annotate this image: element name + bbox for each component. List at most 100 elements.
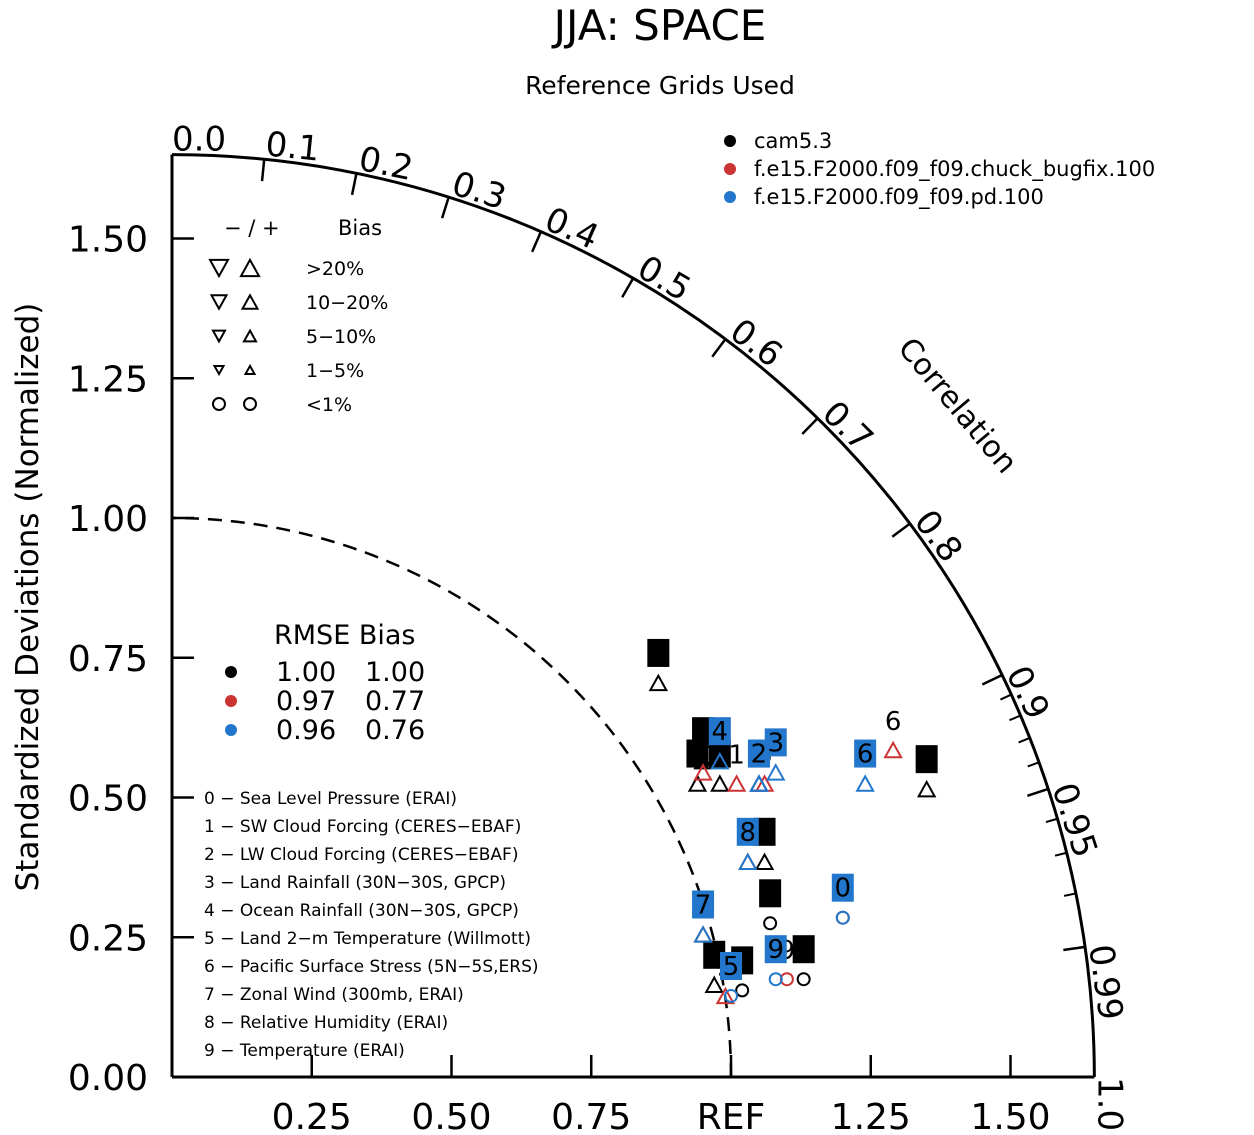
- variable-legend-item: 3 − Land Rainfall (30N−30S, GPCP): [204, 873, 506, 893]
- point-marker: [738, 852, 758, 871]
- corr-tick: [891, 522, 911, 538]
- bias-value: 0.76: [365, 715, 425, 746]
- bias-value: 1.00: [365, 657, 425, 688]
- point-label-box: [753, 817, 776, 846]
- point-label: 9: [767, 935, 784, 965]
- corr-tick: [260, 159, 266, 182]
- tick-layer: 0.000.250.500.751.001.251.500.25 0.50 0.75…: [68, 120, 1131, 1135]
- point-marker: [835, 910, 850, 925]
- bias-legend-label: <1%: [306, 394, 352, 416]
- point-label-box: [692, 717, 715, 746]
- bias-legend-header: − / +: [224, 216, 280, 240]
- corr-tick: [440, 196, 450, 219]
- y-axis-label: Standardized Deviations (Normalized): [10, 303, 46, 892]
- point-label: 7: [695, 890, 712, 920]
- bias-value: 0.77: [365, 686, 425, 717]
- variable-legend-item: 1 − SW Cloud Forcing (CERES−EBAF): [204, 817, 521, 837]
- point-label: 6: [918, 745, 935, 775]
- point-marker: [648, 673, 669, 692]
- bias-legend-title: Bias: [338, 216, 382, 240]
- point-label-box: [720, 951, 742, 980]
- point-label: 6: [885, 707, 902, 737]
- point-label-box: [831, 873, 854, 902]
- corr-tick-label: 1.0: [1089, 1077, 1129, 1131]
- bias-legend-label: >20%: [306, 258, 364, 280]
- point-label: 6: [857, 740, 874, 770]
- variable-legend-item: 5 − Land 2−m Temperature (Willmott): [204, 929, 531, 949]
- point-marker: [704, 975, 724, 993]
- bias-up-marker: [239, 257, 261, 278]
- point-label-box: [759, 879, 782, 908]
- y-tick-label: 1.50: [68, 220, 148, 261]
- point-label-box: [792, 935, 815, 964]
- corr-tick-label: 0.3: [447, 164, 511, 218]
- case-legend-dot: [724, 135, 736, 147]
- bias-legend-label: 10−20%: [306, 292, 388, 314]
- corr-minor-tick: [1018, 737, 1031, 744]
- corr-tick-label: 0.5: [631, 248, 698, 310]
- corr-minor-tick: [1054, 851, 1067, 857]
- case-legend: cam5.3 f.e15.F2000.f09_f09.chuck_bugfix.1…: [724, 129, 1155, 210]
- corr-tick: [801, 417, 819, 435]
- variable-legend-item: 8 − Relative Humidity (ERAI): [204, 1013, 448, 1033]
- point-label: 5: [723, 952, 740, 982]
- point-marker: [749, 774, 769, 792]
- point-marker: [749, 774, 769, 792]
- outer-arc: [171, 153, 1096, 1078]
- point-label: 0: [835, 874, 852, 904]
- corr-tick-label: 0.6: [722, 311, 789, 375]
- point-marker: [768, 972, 783, 987]
- x-tick-label: 1.25: [831, 1097, 911, 1135]
- corr-minor-tick: [1063, 892, 1077, 897]
- corr-tick-label: 0.0: [172, 120, 226, 160]
- point-label: 2: [751, 740, 768, 770]
- point-label-box: [764, 728, 787, 757]
- case-legend-label: cam5.3: [754, 129, 832, 153]
- point-marker: [726, 774, 747, 792]
- variable-legend-item: 7 − Zonal Wind (300mb, ERAI): [204, 985, 464, 1005]
- case-legend-dot: [724, 191, 736, 203]
- x-tick-label: 0.25: [272, 1097, 352, 1135]
- point-marker: [883, 740, 903, 759]
- corr-tick: [621, 277, 635, 298]
- corr-tick-label: 0.1: [264, 124, 322, 169]
- bias-down-marker: [208, 258, 230, 279]
- point-marker: [693, 925, 713, 943]
- x-tick-label: 0.75: [551, 1097, 631, 1135]
- corr-tick: [981, 673, 1003, 686]
- point-marker: [855, 774, 875, 792]
- chart-title: JJA: SPACE: [551, 1, 767, 50]
- reference-arc: [171, 516, 733, 1078]
- point-marker: [715, 986, 736, 1005]
- bias-down-marker: [212, 364, 226, 377]
- bias-circle-marker: [243, 397, 257, 411]
- corr-minor-tick: [1045, 817, 1058, 824]
- corr-tick: [350, 173, 358, 196]
- corr-tick: [530, 231, 543, 253]
- point-label: 1: [728, 741, 745, 771]
- case-legend-label: f.e15.F2000.f09_f09.pd.100: [754, 185, 1044, 210]
- point-label-box: [647, 638, 670, 667]
- corr-tick-label: 0.8: [906, 503, 970, 570]
- point-label-box: [747, 739, 770, 768]
- variable-legend: 0 − Sea Level Pressure (ERAI) 1 − SW Clou…: [204, 789, 539, 1061]
- bias-legend-label: 1−5%: [306, 360, 364, 382]
- corr-tick: [1026, 787, 1049, 798]
- point-marker: [693, 763, 713, 781]
- variable-legend-item: 0 − Sea Level Pressure (ERAI): [204, 789, 457, 809]
- rmse-value: 1.00: [276, 657, 336, 688]
- corr-tick-label: 0.99: [1080, 942, 1130, 1023]
- case-legend-dot: [724, 163, 736, 175]
- bias-circle-marker: [212, 397, 226, 411]
- point-label-box: [686, 739, 709, 768]
- variable-legend-item: 4 − Ocean Rainfall (30N−30S, GPCP): [204, 901, 519, 921]
- bias-down-marker: [209, 294, 229, 311]
- point-label: 4: [695, 717, 712, 747]
- y-tick-label: 0.00: [68, 1058, 148, 1099]
- corr-tick-label: 0.9: [998, 660, 1058, 726]
- rmse-dot: [225, 695, 237, 707]
- rmse-dot: [225, 666, 237, 678]
- y-tick-label: 1.00: [68, 499, 148, 540]
- variable-legend-item: 9 − Temperature (ERAI): [204, 1041, 405, 1061]
